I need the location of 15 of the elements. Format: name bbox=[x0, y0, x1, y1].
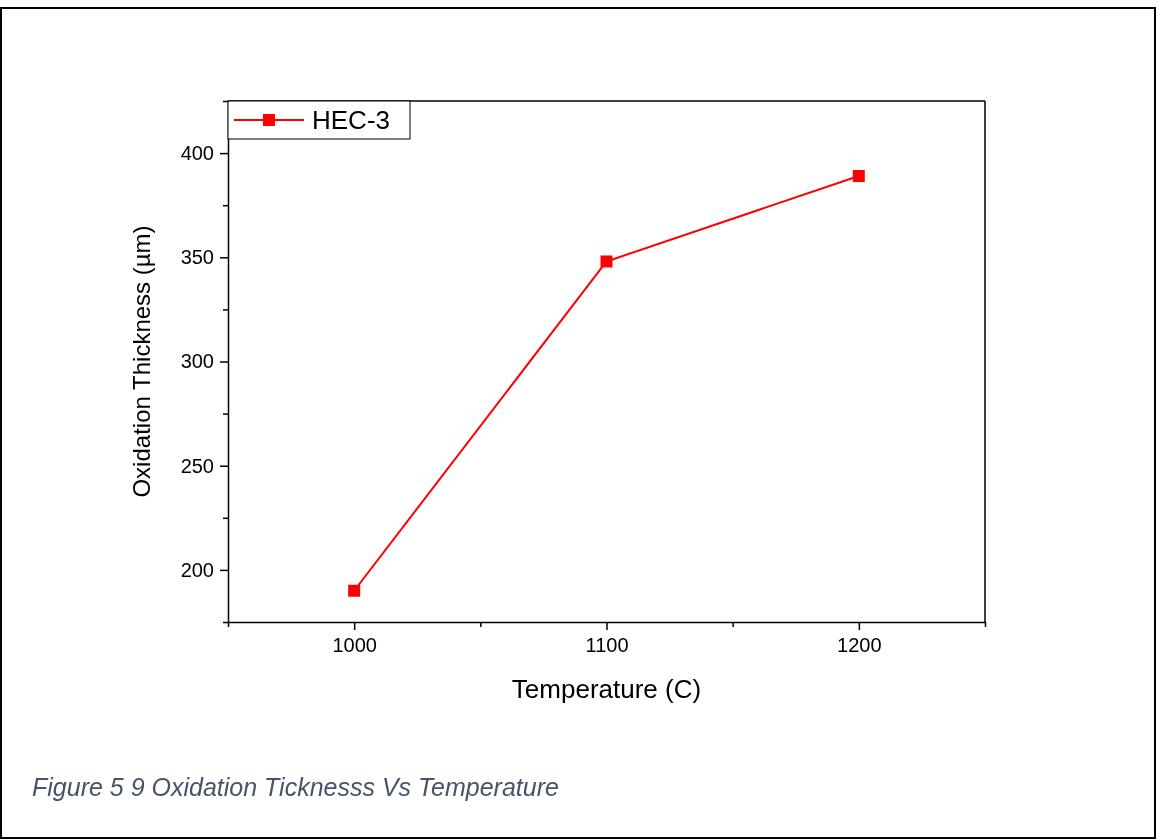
caption: Figure 5 9 Oxidation Ticknesss Vs Temperature bbox=[32, 773, 559, 801]
legend-label: HEC-3 bbox=[312, 105, 391, 135]
point bbox=[348, 584, 361, 597]
point bbox=[600, 255, 613, 268]
x-axis-title: Temperature (C) bbox=[511, 674, 702, 704]
y-tick-label: 250 bbox=[180, 454, 214, 477]
y-tick-label: 300 bbox=[180, 350, 214, 373]
y-tick-label: 200 bbox=[180, 558, 214, 581]
y-axis-title: Oxidation Thickness (µm) bbox=[128, 225, 155, 498]
y-tick-label: 350 bbox=[180, 246, 214, 269]
point bbox=[852, 170, 865, 183]
y-tick-label: 400 bbox=[180, 142, 214, 164]
x-tick-label: 1100 bbox=[585, 634, 629, 657]
x-tick-label: 1000 bbox=[332, 634, 377, 657]
x-tick-label: 1200 bbox=[837, 634, 882, 657]
